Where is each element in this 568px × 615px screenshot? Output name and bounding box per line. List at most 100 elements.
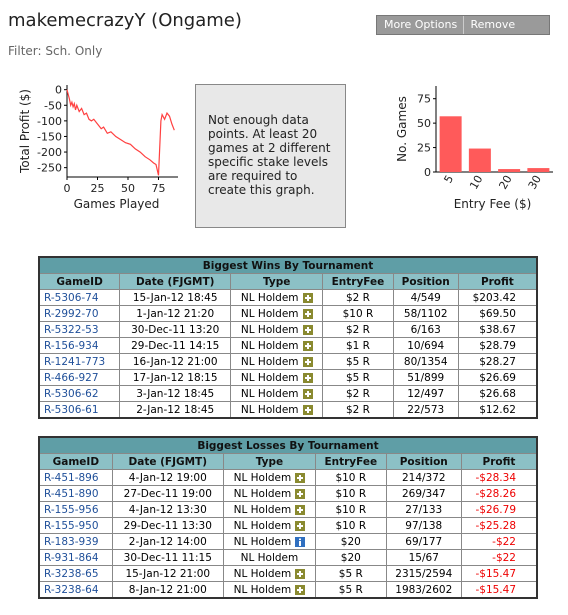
game-link[interactable]: R-5306-61	[44, 403, 99, 416]
expand-icon[interactable]	[295, 568, 306, 579]
game-type: NL Holdem	[240, 387, 299, 400]
table-row: R-466-927 17-Jan-12 18:15 NL Holdem $5 R 51/…	[38, 369, 538, 386]
profit-cell: -$15.47	[460, 581, 538, 599]
date-cell: 2-Jan-12 14:00	[111, 533, 224, 550]
position-cell: 51/899	[392, 369, 459, 386]
position-cell: 269/347	[385, 485, 462, 502]
x-tick-label: 75	[151, 182, 165, 195]
expand-icon[interactable]	[302, 340, 313, 351]
game-link[interactable]: R-1241-773	[44, 355, 106, 368]
date-cell: 30-Dec-11 13:20	[119, 321, 232, 338]
table-row: R-931-864 30-Dec-11 11:15 NL Holdem $20 15/6…	[38, 549, 538, 566]
expand-icon[interactable]	[302, 324, 313, 335]
game-link[interactable]: R-5306-62	[44, 387, 99, 400]
game-link[interactable]: R-931-864	[44, 551, 99, 564]
expand-icon[interactable]	[302, 388, 313, 399]
type-cell: NL Holdem	[222, 517, 317, 534]
info-icon[interactable]	[295, 536, 306, 547]
wins-table: Biggest Wins By Tournament GameID Date (FJ…	[38, 256, 538, 419]
game-type: NL Holdem	[233, 487, 292, 500]
type-cell: NL Holdem	[222, 501, 317, 518]
date-cell: 29-Dec-11 13:30	[111, 517, 224, 534]
table-row: R-183-939 2-Jan-12 14:00 NL Holdem $20 69/17…	[38, 533, 538, 550]
x-tick-label: 25	[90, 182, 104, 195]
type-cell: NL Holdem	[222, 469, 317, 486]
entry-fee-cell: $2 R	[322, 321, 394, 338]
expand-icon[interactable]	[302, 308, 313, 319]
game-link[interactable]: R-155-950	[44, 519, 99, 532]
game-type: NL Holdem	[233, 503, 292, 516]
game-link[interactable]: R-3238-65	[44, 567, 99, 580]
y-tick-label: 25	[417, 142, 431, 155]
profit-cell: -$22	[460, 533, 538, 550]
y-tick-label: 0	[424, 166, 431, 179]
profit-line	[66, 89, 175, 176]
game-link[interactable]: R-466-927	[44, 371, 99, 384]
expand-icon[interactable]	[302, 292, 313, 303]
table-title: Biggest Losses By Tournament	[38, 436, 538, 454]
column-header: GameID	[38, 453, 113, 470]
position-cell: 2315/2594	[385, 565, 462, 582]
bar	[527, 168, 550, 172]
position-cell: 80/1354	[392, 353, 459, 370]
date-cell: 4-Jan-12 19:00	[111, 469, 224, 486]
entry-fee-cell: $20	[315, 549, 387, 566]
expand-icon[interactable]	[295, 520, 306, 531]
y-tick-label: 0	[55, 84, 62, 97]
expand-icon[interactable]	[295, 584, 306, 595]
table-row: R-156-934 29-Dec-11 14:15 NL Holdem $1 R 10/…	[38, 337, 538, 354]
expand-icon[interactable]	[302, 372, 313, 383]
expand-icon[interactable]	[302, 404, 313, 415]
profit-cell: $26.68	[457, 385, 538, 402]
game-type: NL Holdem	[240, 339, 299, 352]
game-link[interactable]: R-451-896	[44, 471, 99, 484]
game-type: NL Holdem	[240, 291, 299, 304]
game-type: NL Holdem	[240, 307, 299, 320]
expand-icon[interactable]	[295, 488, 306, 499]
type-cell: NL Holdem	[222, 549, 317, 566]
y-tick-label: -150	[37, 130, 62, 143]
type-cell: NL Holdem	[222, 565, 317, 582]
type-cell: NL Holdem	[230, 401, 324, 419]
profit-cell: -$22	[460, 549, 538, 566]
game-id-cell: R-931-864	[38, 549, 113, 566]
game-link[interactable]: R-3238-64	[44, 583, 99, 596]
game-link[interactable]: R-2992-70	[44, 307, 99, 320]
player-title: makemecrazyY (Ongame)	[8, 10, 242, 31]
remove-button[interactable]: Remove	[462, 16, 549, 34]
more-options-button[interactable]: More Options	[377, 16, 463, 34]
position-cell: 10/694	[392, 337, 459, 354]
profit-cell: $69.50	[457, 305, 538, 322]
game-link[interactable]: R-156-934	[44, 339, 99, 352]
expand-icon[interactable]	[295, 472, 306, 483]
game-link[interactable]: R-155-956	[44, 503, 99, 516]
game-id-cell: R-3238-64	[38, 581, 113, 599]
title-row: Biggest Losses By Tournament	[38, 436, 538, 454]
y-axis-label: No. Games	[395, 96, 409, 162]
entry-fee-cell: $1 R	[322, 337, 394, 354]
profit-cell: $38.67	[457, 321, 538, 338]
column-header: Profit	[460, 453, 538, 470]
game-link[interactable]: R-5322-53	[44, 323, 99, 336]
game-link[interactable]: R-451-890	[44, 487, 99, 500]
game-link[interactable]: R-5306-74	[44, 291, 99, 304]
game-link[interactable]: R-183-939	[44, 535, 99, 548]
message-box: Not enough data points. At least 20 game…	[195, 84, 346, 228]
table-row: R-5306-61 2-Jan-12 18:45 NL Holdem $2 R 22/5…	[38, 401, 538, 419]
expand-icon[interactable]	[302, 356, 313, 367]
y-tick-label: -250	[37, 162, 62, 175]
entry-fee-cell: $5 R	[322, 369, 394, 386]
position-cell: 214/372	[385, 469, 462, 486]
bar	[468, 148, 491, 172]
date-cell: 17-Jan-12 18:15	[119, 369, 232, 386]
game-type: NL Holdem	[233, 471, 292, 484]
type-cell: NL Holdem	[230, 353, 324, 370]
entry-fee-cell: $5 R	[322, 353, 394, 370]
expand-icon[interactable]	[295, 504, 306, 515]
game-type: NL Holdem	[233, 519, 292, 532]
game-type: NL Holdem	[240, 371, 299, 384]
table-title: Biggest Wins By Tournament	[38, 256, 538, 274]
date-cell: 15-Jan-12 21:00	[111, 565, 224, 582]
game-type: NL Holdem	[240, 403, 299, 416]
date-cell: 1-Jan-12 21:20	[119, 305, 232, 322]
